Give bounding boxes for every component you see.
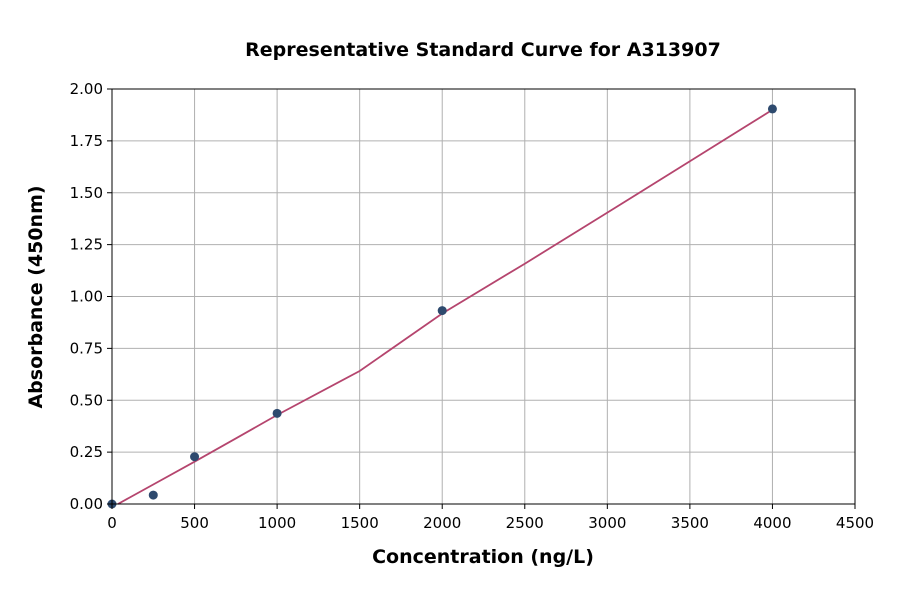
y-tick-label: 2.00 xyxy=(70,80,103,98)
x-tick-label: 4000 xyxy=(753,514,791,532)
data-points xyxy=(107,104,777,509)
x-tick-label: 3500 xyxy=(671,514,709,532)
y-axis-label: Absorbance (450nm) xyxy=(25,185,47,408)
data-point xyxy=(767,104,777,114)
data-point xyxy=(272,408,282,418)
data-point xyxy=(437,306,447,316)
y-tick-label: 0.75 xyxy=(70,339,103,357)
x-tick-label: 500 xyxy=(180,514,209,532)
x-tick-label: 3000 xyxy=(588,514,626,532)
fit-curve xyxy=(117,108,773,505)
y-tick-label: 1.00 xyxy=(70,288,103,306)
y-tick-label: 1.25 xyxy=(70,236,103,254)
y-tick-label: 0.00 xyxy=(70,495,103,513)
x-axis-ticks: 0 500 1000 1500 2000 2500 3000 3500 4000 4500 xyxy=(107,504,874,532)
y-tick-label: 1.75 xyxy=(70,132,103,150)
x-tick-label: 4500 xyxy=(836,514,874,532)
x-tick-label: 2500 xyxy=(506,514,544,532)
grid xyxy=(111,88,856,505)
y-tick-label: 1.50 xyxy=(70,184,103,202)
x-tick-label: 0 xyxy=(107,514,117,532)
y-tick-label: 0.50 xyxy=(70,391,103,409)
chart-title: Representative Standard Curve for A31390… xyxy=(245,39,721,61)
fit-line xyxy=(117,108,773,505)
x-tick-label: 1500 xyxy=(341,514,379,532)
y-tick-label: 0.25 xyxy=(70,443,103,461)
data-point xyxy=(190,452,200,462)
data-point xyxy=(148,490,158,500)
x-tick-label: 2000 xyxy=(423,514,461,532)
x-tick-label: 1000 xyxy=(258,514,296,532)
x-axis-label: Concentration (ng/L) xyxy=(372,546,594,568)
y-axis-ticks: 0.00 0.25 0.50 0.75 1.00 1.25 1.50 1.75 2.00 xyxy=(70,80,112,513)
